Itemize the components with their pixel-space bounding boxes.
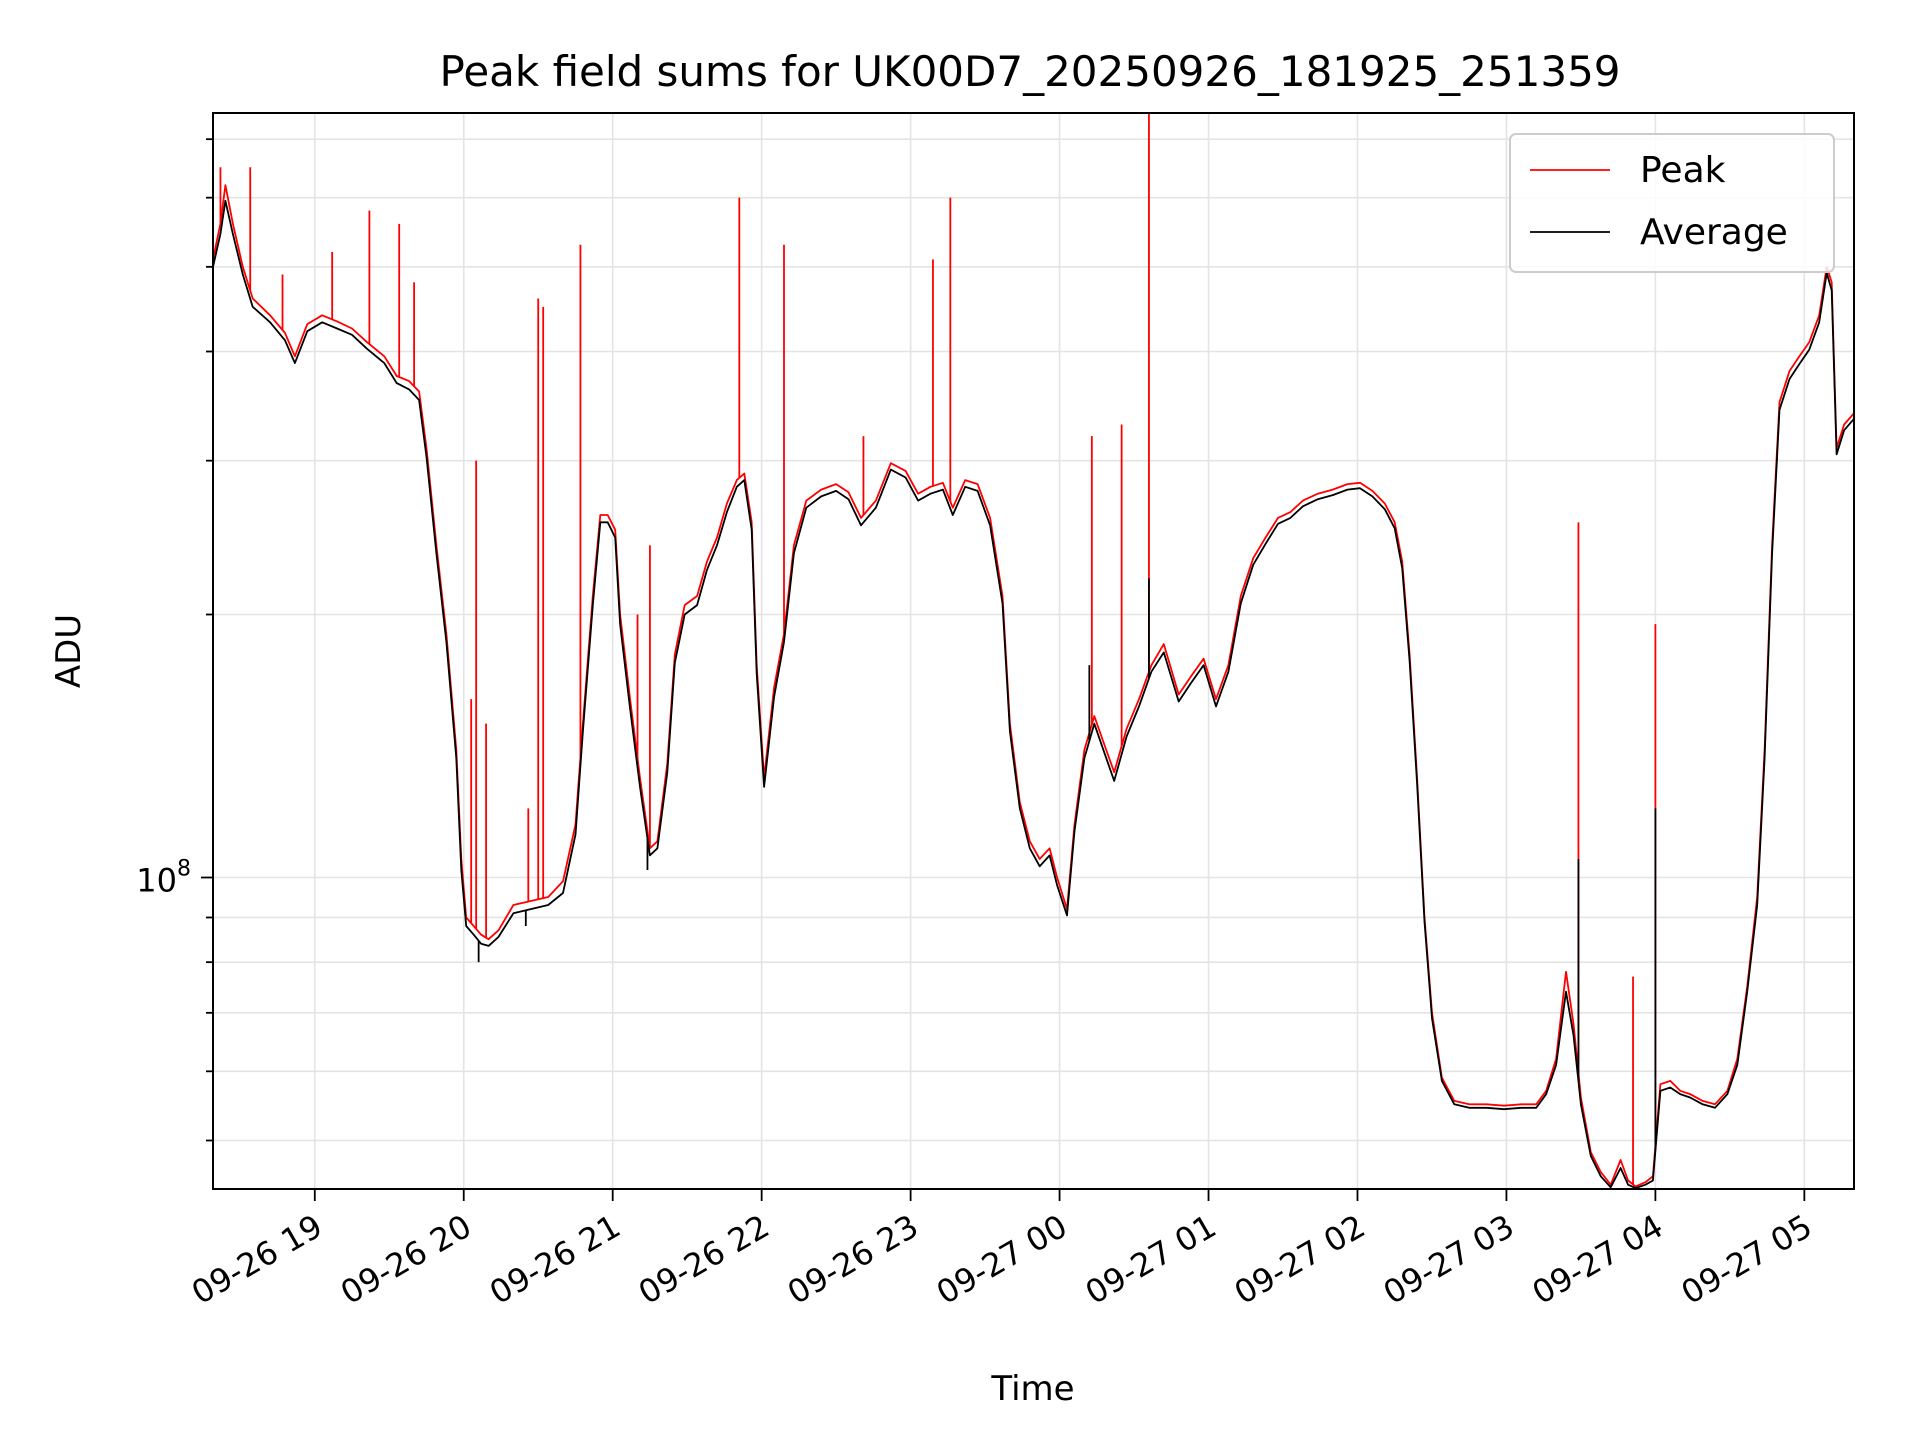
chart-title: Peak field sums for UK00D7_20250926_1819…	[439, 47, 1620, 96]
plot-frame	[212, 112, 1855, 1190]
legend-label-average: Average	[1640, 212, 1788, 253]
series-line-average	[213, 199, 1854, 1189]
y-axis: 108	[136, 138, 213, 1142]
y-tick-label-exponent: 8	[177, 857, 191, 882]
y-tick-label: 108	[136, 857, 191, 900]
legend: Peak Average	[1509, 133, 1835, 273]
y-tick-label-base: 10	[136, 862, 177, 900]
legend-box	[1509, 133, 1835, 273]
y-axis-label: ADU	[49, 614, 89, 688]
series-layer	[213, 113, 1854, 1189]
x-axis-label: Time	[990, 1369, 1074, 1409]
legend-label-peak: Peak	[1640, 150, 1726, 191]
series-line-peak	[213, 184, 1854, 1188]
